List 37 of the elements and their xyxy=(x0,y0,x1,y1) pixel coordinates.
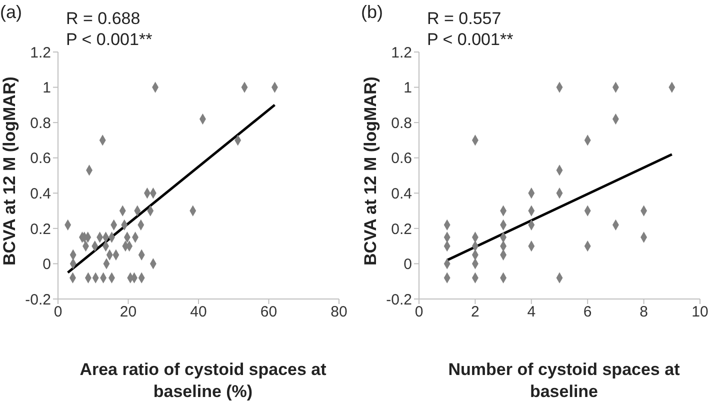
x-tick-label: 2 xyxy=(471,304,480,321)
y-tick-label: -0.2 xyxy=(386,291,412,308)
x-tick-label: 40 xyxy=(190,304,207,321)
x-tick-label: 4 xyxy=(527,304,536,321)
x-tick-label: 20 xyxy=(120,304,137,321)
chart-title: (b) xyxy=(361,2,383,23)
y-tick-label: -0.2 xyxy=(25,291,51,308)
y-tick-label: 0 xyxy=(42,256,51,274)
y-tick-label: 1 xyxy=(404,80,412,97)
x-tick-label: 0 xyxy=(414,304,424,321)
y-tick-label: 0 xyxy=(404,256,412,274)
text: P < 0.001** xyxy=(66,29,152,50)
x-tick-label: 8 xyxy=(640,304,648,321)
x-tick-label: 60 xyxy=(260,304,278,321)
x-tick-label: 80 xyxy=(330,304,348,321)
y-tick-label: 0.6 xyxy=(30,150,51,168)
text: R = 0.688 xyxy=(66,8,142,29)
y-axis-title: BCVA at 12 M (logMAR) xyxy=(0,76,20,266)
y-tick-label: 0.8 xyxy=(30,114,51,132)
y-axis-title: BCVA at 12 M (logMAR) xyxy=(361,76,380,266)
y-tick-label: 0.8 xyxy=(391,114,412,132)
chart-title: (a) xyxy=(0,2,22,23)
text: P < 0.001** xyxy=(427,29,514,50)
y-tick-label: 1.2 xyxy=(391,44,412,62)
y-tick-label: 1.2 xyxy=(30,44,51,62)
y-tick-label: 0.4 xyxy=(391,185,412,202)
y-tick-label: 0.4 xyxy=(30,185,51,202)
y-tick-label: 0.2 xyxy=(391,220,412,238)
y-tick-label: 0.6 xyxy=(391,150,412,168)
x-tick-label: 0 xyxy=(54,304,62,321)
x-tick-label: 6 xyxy=(583,304,592,321)
text: R = 0.557 xyxy=(427,8,502,29)
x-tick-label: 10 xyxy=(692,304,708,321)
y-tick-label: 1 xyxy=(42,80,51,97)
x-axis-title: Number of cystoid spaces at baseline xyxy=(447,359,681,403)
x-axis-title: Area ratio of cystoid spaces at baseline (%) xyxy=(78,359,328,403)
y-tick-label: 0.2 xyxy=(30,220,51,238)
